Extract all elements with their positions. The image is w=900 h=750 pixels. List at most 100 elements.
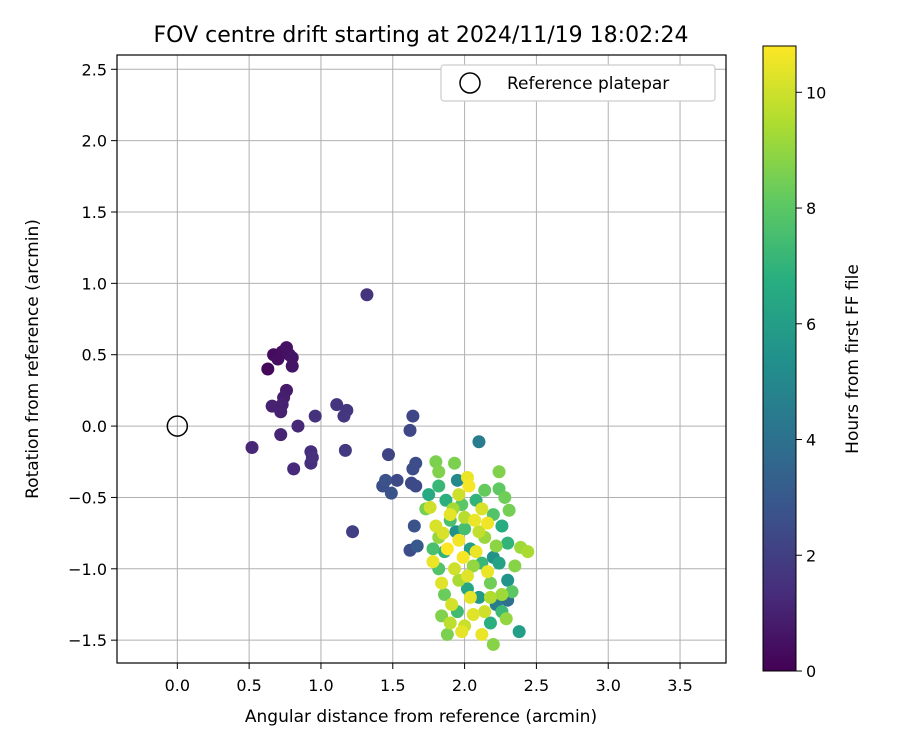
data-point [489, 539, 503, 553]
data-point [486, 637, 500, 651]
data-point [432, 465, 446, 479]
x-tick-label: 2.0 [452, 676, 477, 695]
data-point [502, 503, 516, 517]
data-point [403, 423, 417, 437]
data-point [508, 559, 522, 573]
x-axis-ticks: 0.0 0.5 1.0 1.5 2.0 2.5 3.0 3.5 [165, 663, 693, 695]
data-point [478, 605, 492, 619]
y-tick-label: 0.5 [82, 346, 107, 365]
y-tick-label: −1.0 [68, 560, 107, 579]
data-point [435, 576, 449, 590]
x-tick-label: 0.0 [165, 676, 190, 695]
y-tick-label: 0.0 [82, 417, 107, 436]
colorbar-tick-label: 8 [806, 199, 816, 218]
colorbar-label: Hours from first FF file [843, 264, 863, 454]
data-point [466, 607, 480, 621]
data-point [452, 533, 466, 547]
data-point [483, 616, 497, 630]
colorbar-tick-label: 6 [806, 315, 816, 334]
data-point [346, 525, 360, 539]
x-tick-label: 1.0 [308, 676, 333, 695]
y-tick-label: −1.5 [68, 631, 107, 650]
data-point [432, 479, 446, 493]
data-point [458, 522, 472, 536]
data-point [445, 597, 459, 611]
x-tick-label: 2.5 [524, 676, 549, 695]
data-point [505, 585, 519, 599]
data-point [439, 493, 453, 507]
reference-platepar-marker [166, 415, 189, 437]
data-point [390, 473, 404, 487]
data-point [472, 435, 486, 449]
y-tick-label: −0.5 [68, 488, 107, 507]
data-point [409, 479, 423, 493]
colorbar-gradient [762, 45, 797, 672]
data-point [443, 508, 457, 522]
data-point [478, 483, 492, 497]
data-point [291, 419, 305, 433]
data-point [308, 409, 322, 423]
x-tick-label: 0.5 [236, 676, 261, 695]
data-point [501, 573, 515, 587]
y-tick-label: 1.5 [82, 203, 107, 222]
data-point [475, 502, 489, 516]
colorbar-ticks: 0 2 4 6 8 10 [796, 83, 826, 681]
plot-frame [116, 54, 727, 664]
colorbar-tick-label: 2 [806, 546, 816, 565]
data-point [469, 545, 483, 559]
data-point [436, 526, 450, 540]
data-point [406, 409, 420, 423]
y-tick-label: 2.0 [82, 132, 107, 151]
data-point [448, 562, 462, 576]
data-point [440, 627, 454, 641]
y-axis-label: Rotation from reference (arcmin) [23, 219, 43, 499]
data-point [481, 516, 495, 530]
data-point [460, 569, 474, 583]
data-point [287, 462, 301, 476]
data-point [512, 625, 526, 639]
data-point [360, 288, 374, 302]
colorbar-tick-label: 10 [806, 83, 826, 102]
legend-box [440, 64, 716, 102]
data-point [472, 525, 486, 539]
data-point [475, 627, 489, 641]
legend: Reference platepar [440, 64, 716, 102]
data-point [450, 473, 464, 487]
grid-lines [117, 55, 726, 663]
data-point [437, 587, 451, 601]
y-axis-ticks: 2.5 2.0 1.5 1.0 0.5 0.0 −0.5 −1.0 −1.5 [68, 60, 117, 650]
data-point [483, 576, 497, 590]
data-point [422, 488, 436, 502]
data-point [501, 536, 515, 550]
data-point [468, 513, 482, 527]
data-point [458, 510, 472, 524]
data-point [379, 473, 393, 487]
data-point [495, 587, 509, 601]
colorbar-tick-label: 0 [806, 662, 816, 681]
data-point [426, 542, 440, 556]
data-point [440, 542, 454, 556]
x-axis-label: Angular distance from reference (arcmin) [245, 707, 597, 727]
data-point [448, 456, 462, 470]
data-point [456, 550, 470, 564]
data-point [261, 362, 275, 376]
colorbar: 0 2 4 6 8 10 Hours from first FF file [762, 45, 863, 681]
x-tick-label: 3.5 [667, 676, 692, 695]
colorbar-tick-label: 4 [806, 431, 816, 450]
data-point [384, 486, 398, 500]
data-point [455, 625, 469, 639]
legend-entry-reference-platepar: Reference platepar [507, 74, 669, 94]
data-point [499, 612, 513, 626]
data-point [462, 479, 476, 493]
y-tick-label: 2.5 [82, 60, 107, 79]
data-point [285, 359, 299, 373]
data-point [483, 590, 497, 604]
data-point [381, 448, 395, 462]
data-point [274, 428, 288, 442]
data-point [492, 465, 506, 479]
data-point [340, 403, 354, 417]
data-point [463, 590, 477, 604]
data-point [452, 488, 466, 502]
y-tick-label: 1.0 [82, 274, 107, 293]
